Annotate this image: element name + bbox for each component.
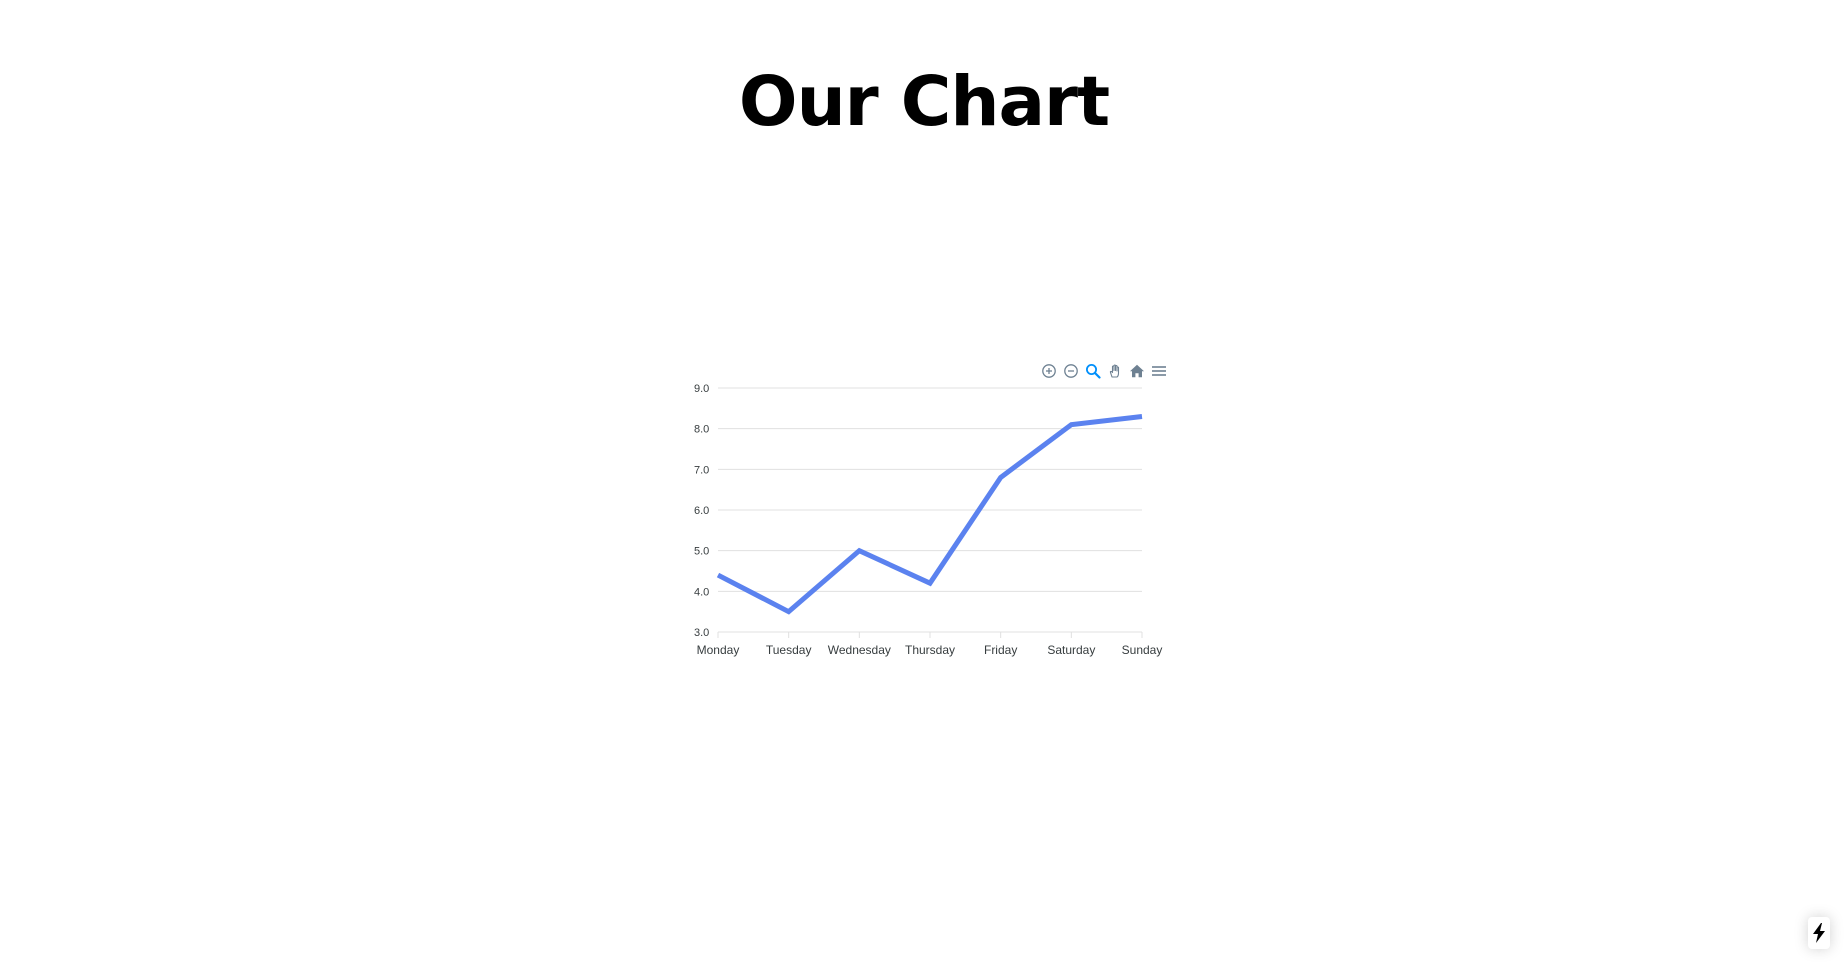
x-tick-label: Tuesday	[766, 643, 812, 657]
zoom-out-icon[interactable]	[1060, 360, 1082, 382]
line-chart: 9.0 8.0 7.0 6.0 5.0 4.0 3.0 Monday Tuesday Wedne…	[680, 355, 1180, 665]
page-title: Our Chart	[738, 62, 1110, 142]
lightning-bolt-icon[interactable]	[1808, 917, 1830, 949]
y-tick-label: 7.0	[694, 464, 709, 476]
y-tick-label: 3.0	[694, 627, 709, 639]
y-tick-label: 4.0	[694, 586, 709, 598]
chart-toolbar	[1038, 360, 1170, 382]
zoom-in-icon[interactable]	[1038, 360, 1060, 382]
x-tick-label: Friday	[984, 643, 1017, 657]
y-axis-labels: 9.0 8.0 7.0 6.0 5.0 4.0 3.0	[694, 383, 709, 639]
series-line	[716, 413, 1143, 615]
y-tick-label: 6.0	[694, 505, 709, 517]
line-chart-svg: 9.0 8.0 7.0 6.0 5.0 4.0 3.0 Monday Tuesday Wedne…	[694, 383, 1163, 657]
x-tick-label: Thursday	[905, 643, 955, 657]
x-tick-label: Saturday	[1047, 643, 1095, 657]
reset-zoom-icon[interactable]	[1126, 360, 1148, 382]
x-axis: Monday Tuesday Wednesday Thursday Friday Satu…	[697, 631, 1163, 657]
y-tick-label: 9.0	[694, 383, 709, 395]
series-group	[716, 413, 1143, 615]
grid-lines	[718, 387, 1142, 592]
selection-zoom-icon[interactable]	[1082, 360, 1104, 382]
x-tick-label: Wednesday	[828, 643, 891, 657]
y-tick-label: 5.0	[694, 546, 709, 558]
pan-icon[interactable]	[1104, 360, 1126, 382]
y-tick-label: 8.0	[694, 424, 709, 436]
x-tick-label: Monday	[697, 643, 740, 657]
x-tick-label: Sunday	[1122, 643, 1163, 657]
menu-icon[interactable]	[1148, 360, 1170, 382]
